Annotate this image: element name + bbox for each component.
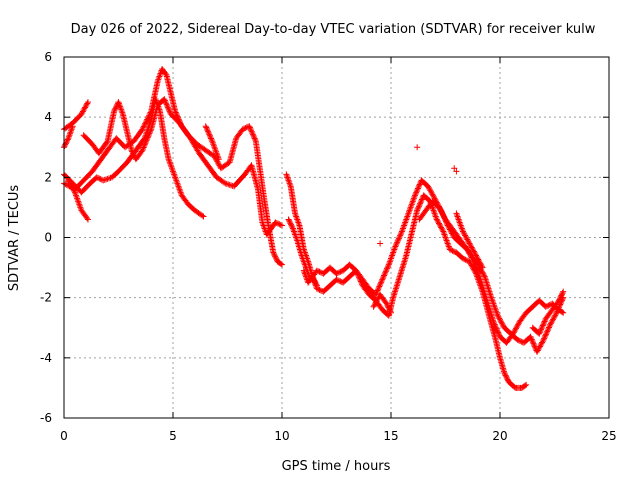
x-tick-labels: 0 5 10 15 20 25 xyxy=(60,429,616,443)
y-tick-label: -4 xyxy=(40,351,52,365)
y-tick-label: 6 xyxy=(44,50,52,64)
axis-ticks xyxy=(63,56,610,419)
y-tick-label: 0 xyxy=(44,231,52,245)
x-tick-label: 20 xyxy=(492,429,507,443)
y-tick-label: -2 xyxy=(40,291,52,305)
y-tick-label: 4 xyxy=(44,110,52,124)
chart-title: Day 026 of 2022, Sidereal Day-to-day VTE… xyxy=(71,22,596,37)
x-tick-label: 10 xyxy=(274,429,289,443)
x-axis-label: GPS time / hours xyxy=(282,459,391,474)
x-tick-label: 25 xyxy=(601,429,616,443)
y-tick-labels: -6 -4 -2 0 2 4 6 xyxy=(40,50,52,425)
y-tick-label: 2 xyxy=(44,170,52,184)
x-tick-label: 15 xyxy=(383,429,398,443)
x-tick-label: 5 xyxy=(169,429,177,443)
x-tick-label: 0 xyxy=(60,429,68,443)
y-tick-label: -6 xyxy=(40,411,52,425)
y-axis-label: SDTVAR / TECUs xyxy=(7,185,22,292)
